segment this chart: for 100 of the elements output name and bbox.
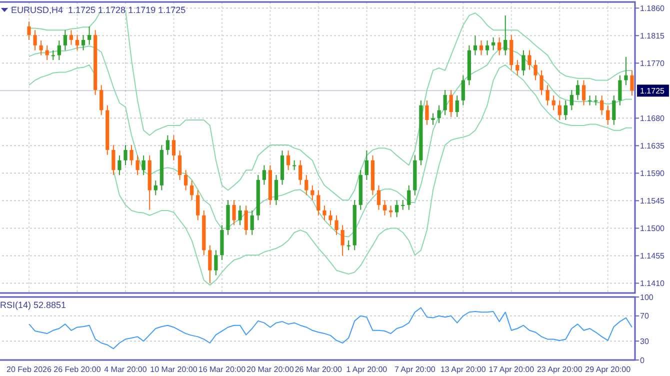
candlestick [498, 36, 502, 56]
candlestick [540, 70, 544, 96]
candlestick [582, 80, 586, 106]
candlestick [600, 95, 604, 116]
candlestick [479, 40, 484, 56]
candlestick [172, 134, 176, 161]
candlestick [401, 200, 405, 210]
candlestick [63, 30, 67, 51]
x-tick-label: 17 Apr 20:00 [488, 365, 535, 374]
candlestick [473, 35, 478, 56]
candlestick [618, 74, 622, 106]
candlestick [576, 80, 580, 100]
y-tick-label: 1.1545 [640, 196, 666, 206]
x-tick-label: 20 Feb 2026 [6, 365, 52, 374]
candlestick [274, 174, 278, 206]
candlestick [81, 34, 86, 51]
candlestick [395, 200, 399, 218]
candlestick [564, 100, 568, 120]
candlestick [388, 205, 393, 218]
y-tick-label: 1.1860 [640, 4, 666, 13]
candlestick [425, 100, 429, 126]
y-tick-label: 30 [640, 336, 650, 346]
y-tick-label: 1.1770 [640, 58, 666, 68]
candlestick [118, 154, 122, 176]
candlestick [606, 104, 610, 126]
y-tick-label: 1.1455 [640, 252, 666, 261]
candlestick [39, 40, 43, 56]
candlestick [612, 95, 616, 126]
candlestick [504, 14, 508, 56]
candlestick [340, 224, 344, 256]
candlestick [382, 200, 387, 216]
candlestick [112, 144, 116, 176]
candlestick [570, 90, 574, 111]
candlestick [292, 160, 296, 171]
candlestick [376, 184, 381, 210]
candlestick [304, 174, 308, 196]
candlestick [69, 30, 74, 46]
candlestick [407, 184, 411, 210]
candlestick [196, 190, 200, 221]
candlestick [346, 240, 350, 251]
x-tick-label: 4 Mar 20:00 [104, 365, 148, 374]
candlestick [100, 84, 104, 116]
x-tick-label: 29 Apr 20:00 [585, 365, 632, 374]
candlestick [630, 70, 634, 96]
candlestick [286, 150, 290, 171]
y-tick-label: 0 [640, 356, 645, 365]
candlestick [552, 95, 556, 111]
candlestick [214, 250, 218, 276]
x-tick-label: 1 Apr 20:00 [346, 365, 388, 374]
candlestick [588, 95, 592, 106]
candlestick [250, 210, 254, 236]
candlestick [208, 244, 212, 284]
candlestick [491, 36, 496, 51]
candlestick [364, 150, 368, 180]
candlestick [27, 21, 31, 40]
candlestick [244, 205, 248, 236]
candlestick [449, 90, 453, 118]
chart-title: EURUSD,H4 1.1725 1.1728 1.1719 1.1725 [11, 5, 186, 15]
candlestick [184, 170, 188, 191]
y-tick-label: 1.1410 [640, 279, 666, 288]
candlestick [522, 50, 526, 76]
y-tick-label: 70 [640, 312, 650, 321]
x-tick-label: 26 Mar 20:00 [294, 365, 343, 374]
candlestick [546, 84, 550, 106]
candlestick [485, 40, 490, 56]
candlestick [334, 214, 338, 236]
candlestick [328, 210, 332, 226]
candlestick [88, 26, 92, 46]
x-tick-label: 7 Apr 20:00 [394, 365, 436, 374]
x-tick-label: 10 Mar 20:00 [150, 365, 198, 374]
candlestick [316, 190, 320, 216]
line-series [28, 307, 632, 350]
y-tick-label: 1.1815 [640, 31, 666, 40]
candlestick [124, 144, 128, 166]
candlestick [437, 104, 441, 124]
candlestick [322, 205, 326, 221]
chart-title: RSI(14) 52.8851 [0, 300, 66, 310]
candlestick [51, 50, 55, 61]
candlestick [461, 74, 465, 106]
y-tick-label: 1.1680 [640, 114, 666, 123]
y-tick-label: 1.1500 [640, 224, 666, 233]
candlestick [142, 154, 146, 176]
candlestick [130, 144, 134, 166]
x-tick-label: 23 Apr 20:00 [536, 365, 583, 374]
x-tick-label: 20 Mar 20:00 [246, 365, 294, 374]
candlestick [516, 60, 520, 76]
candlestick [136, 154, 140, 176]
candlestick [262, 164, 266, 186]
candlestick [33, 30, 37, 51]
candlestick [534, 60, 538, 81]
y-tick-label: 1.1590 [640, 168, 666, 178]
candlestick [57, 40, 61, 61]
candlestick [431, 112, 435, 126]
candlestick [190, 180, 194, 201]
y-tick-label: 100 [640, 292, 654, 302]
y-tick-label: 1.1635 [640, 141, 666, 150]
candlestick [166, 134, 170, 156]
candlestick [624, 56, 628, 86]
candlestick [232, 200, 236, 226]
candlestick [154, 180, 158, 196]
